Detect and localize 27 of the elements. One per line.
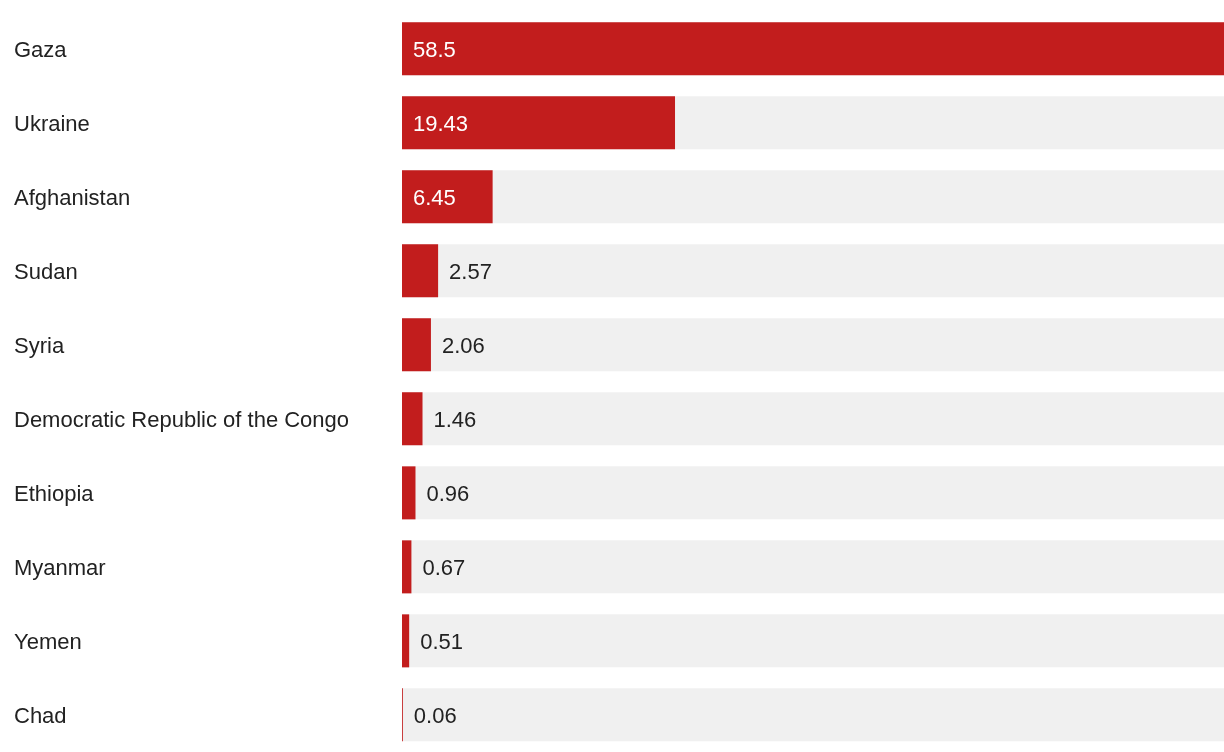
data-label: 2.57 [449, 258, 492, 284]
y-tick-label: Syria [14, 333, 65, 358]
y-tick-label: Ukraine [14, 111, 90, 136]
y-tick-label: Chad [14, 703, 67, 728]
data-label: 19.43 [413, 110, 469, 136]
data-label: 1.46 [433, 406, 477, 432]
bar [402, 540, 412, 594]
data-label: 0.51 [420, 628, 463, 654]
bar [402, 318, 431, 372]
y-tick-label: Sudan [14, 259, 78, 284]
y-tick-label: Yemen [14, 629, 82, 654]
y-tick-label: Gaza [14, 37, 68, 62]
data-label: 6.45 [413, 184, 456, 210]
bar [402, 244, 439, 298]
bar [402, 392, 423, 446]
y-tick-label: Ethiopia [14, 481, 95, 506]
bar [402, 466, 416, 520]
data-label: 58.5 [413, 36, 456, 62]
data-label: 0.06 [413, 702, 457, 728]
y-tick-label: Myanmar [14, 555, 106, 580]
data-label: 0.96 [426, 480, 470, 506]
y-tick-label: Democratic Republic of the Congo [14, 407, 350, 432]
y-tick-label: Afghanistan [14, 185, 131, 210]
bar [402, 614, 410, 668]
data-label: 0.67 [422, 554, 466, 580]
data-label: 2.06 [441, 332, 485, 358]
bar [402, 170, 493, 224]
